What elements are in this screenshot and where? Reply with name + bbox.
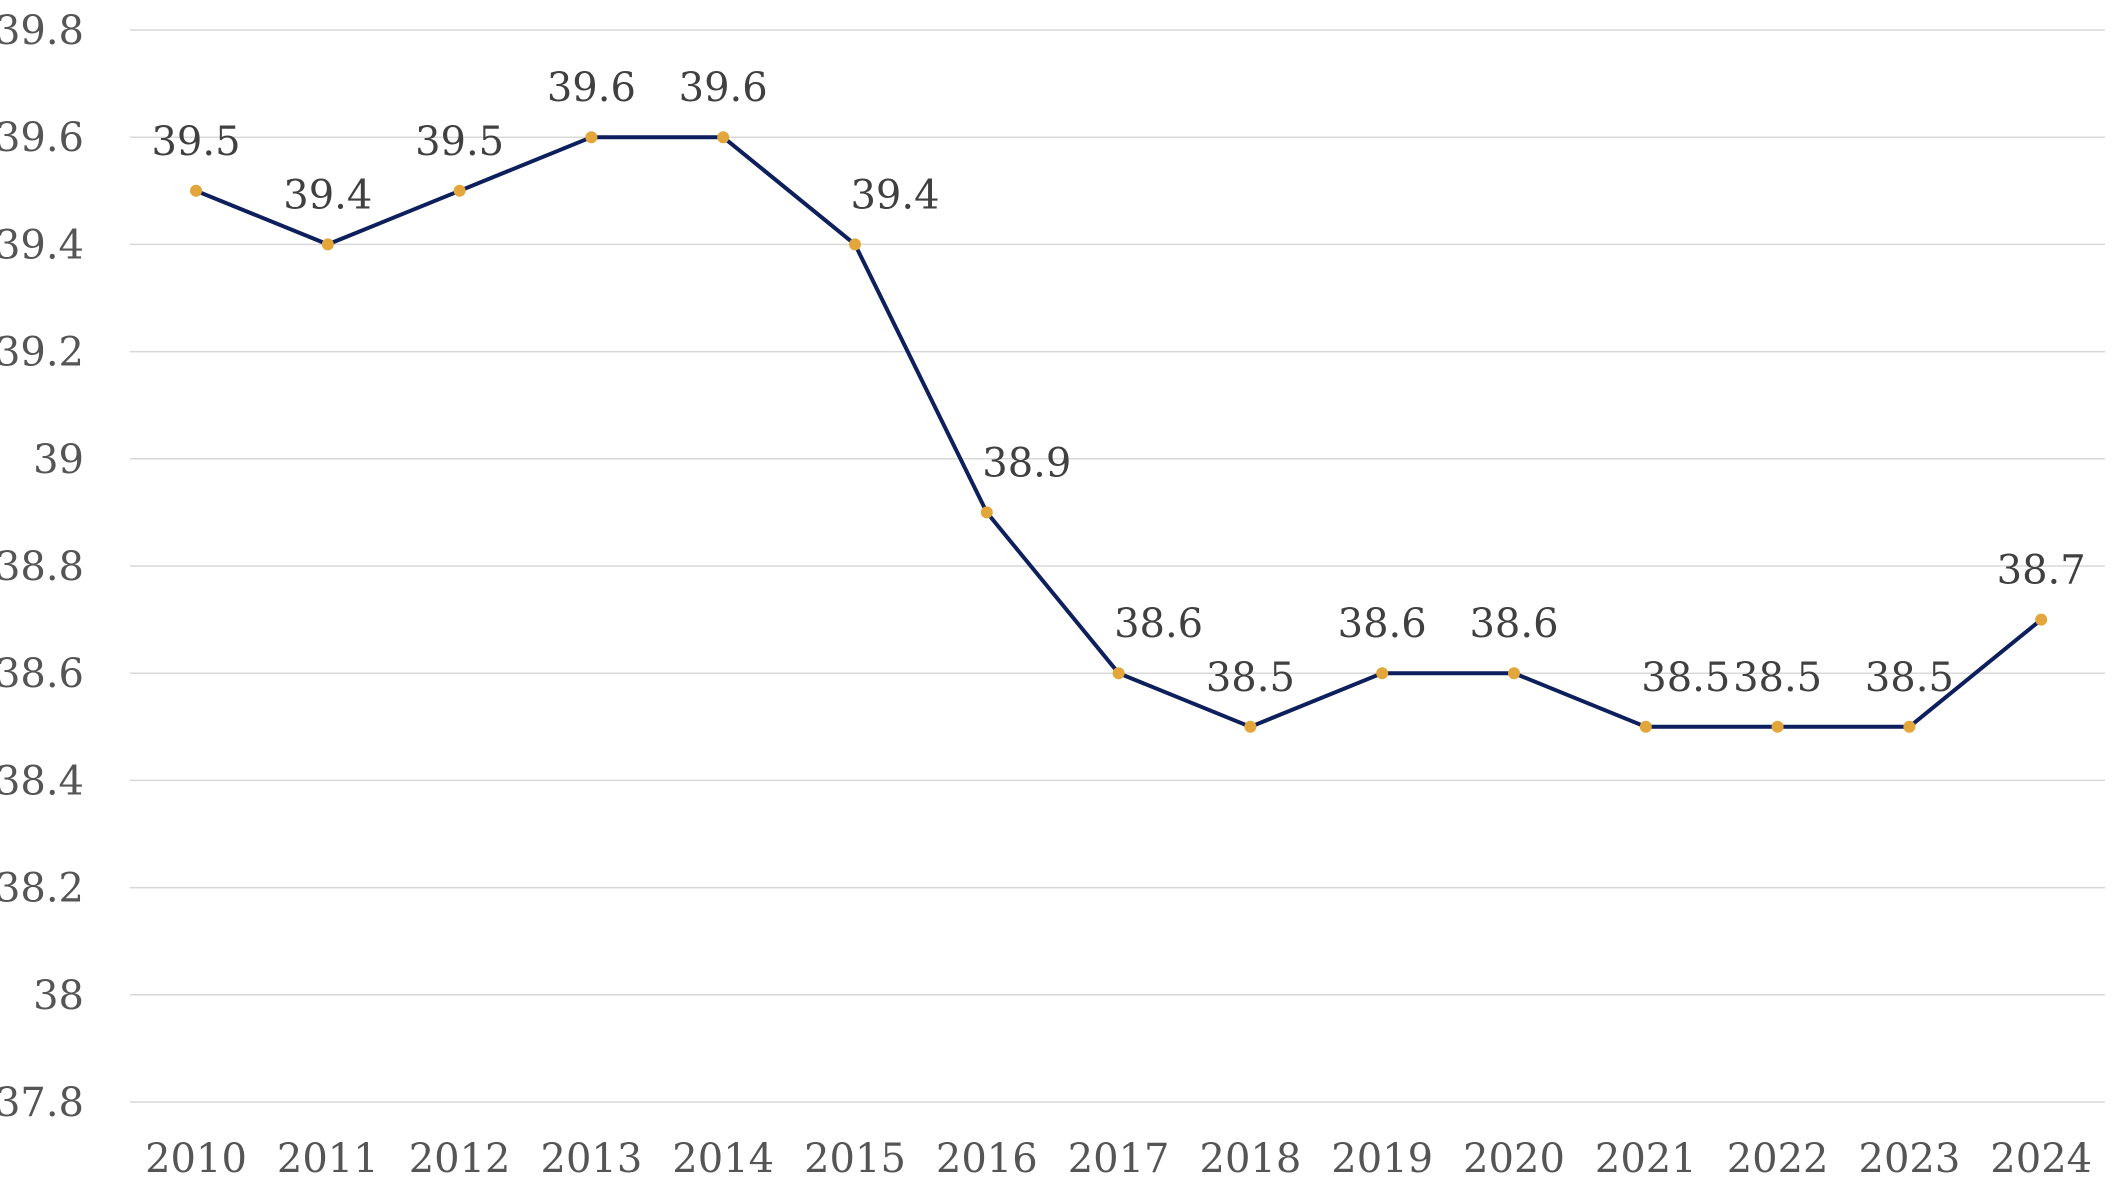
data-label: 38.7 (1997, 548, 2086, 594)
y-tick-label: 39.4 (0, 222, 84, 268)
data-point (1903, 720, 1916, 733)
data-label: 38.9 (982, 440, 1071, 486)
data-point (1244, 720, 1257, 733)
data-point (321, 238, 334, 251)
y-tick-label: 37.8 (0, 1080, 84, 1126)
y-axis-tick-labels: 39.8 39.6 39.4 39.2 39 38.8 38.6 38.4 38.2 38 37.8 (0, 8, 84, 1126)
data-point (1771, 720, 1784, 733)
y-tick-label: 38.4 (0, 758, 84, 804)
x-tick-label: 2023 (1859, 1136, 1961, 1182)
x-tick-label: 2024 (1990, 1136, 2092, 1182)
data-point (849, 238, 861, 251)
data-label: 39.5 (415, 119, 504, 165)
gridlines (130, 29, 2105, 1103)
y-tick-label: 38 (33, 973, 84, 1019)
x-tick-label: 2021 (1595, 1136, 1697, 1182)
data-label: 38.6 (1338, 601, 1427, 647)
data-label: 39.4 (850, 172, 939, 218)
x-tick-label: 2013 (541, 1136, 643, 1182)
y-tick-label: 38.2 (0, 866, 84, 912)
x-tick-label: 2022 (1727, 1136, 1829, 1182)
data-point (190, 184, 202, 197)
y-tick-label: 38.6 (0, 651, 84, 697)
data-label: 39.6 (679, 65, 768, 111)
data-label: 38.6 (1469, 601, 1558, 647)
data-point (717, 131, 730, 144)
data-label: 38.5 (1206, 655, 1295, 701)
data-label: 38.5 (1641, 655, 1730, 701)
data-point (1508, 667, 1520, 680)
data-label: 38.6 (1114, 601, 1203, 647)
data-point (453, 184, 466, 197)
data-point (1639, 720, 1652, 733)
data-point (585, 131, 598, 144)
x-tick-label: 2020 (1463, 1136, 1565, 1182)
data-point (1376, 667, 1389, 680)
data-labels: 39.539.439.539.6 39.639.438.938.638.538.6… (151, 65, 2085, 701)
x-tick-label: 2015 (804, 1136, 906, 1182)
x-tick-label: 2017 (1068, 1136, 1170, 1182)
data-label: 39.4 (283, 172, 372, 218)
x-tick-label: 2016 (936, 1136, 1038, 1182)
x-tick-label: 2012 (409, 1136, 511, 1182)
data-point (980, 506, 993, 519)
y-tick-label: 39.6 (0, 115, 84, 161)
x-tick-label: 2014 (672, 1136, 774, 1182)
y-tick-label: 39.8 (0, 8, 84, 54)
data-label: 38.5 (1733, 655, 1822, 701)
x-tick-label: 2011 (277, 1136, 379, 1182)
data-label: 39.5 (151, 119, 240, 165)
data-label: 39.6 (547, 65, 636, 111)
x-axis-tick-labels: 2010 2011 2012 2013 2014 2015 2016 2017 2018 2019… (145, 1136, 2092, 1182)
x-tick-label: 2010 (145, 1136, 247, 1182)
x-tick-label: 2018 (1200, 1136, 1302, 1182)
data-markers (190, 131, 2048, 733)
data-point (1112, 667, 1125, 680)
y-tick-label: 39 (33, 437, 84, 483)
data-label: 38.5 (1865, 655, 1954, 701)
y-tick-label: 39.2 (0, 330, 84, 376)
data-point (2035, 613, 2048, 626)
y-tick-label: 38.8 (0, 544, 84, 590)
x-tick-label: 2019 (1331, 1136, 1433, 1182)
